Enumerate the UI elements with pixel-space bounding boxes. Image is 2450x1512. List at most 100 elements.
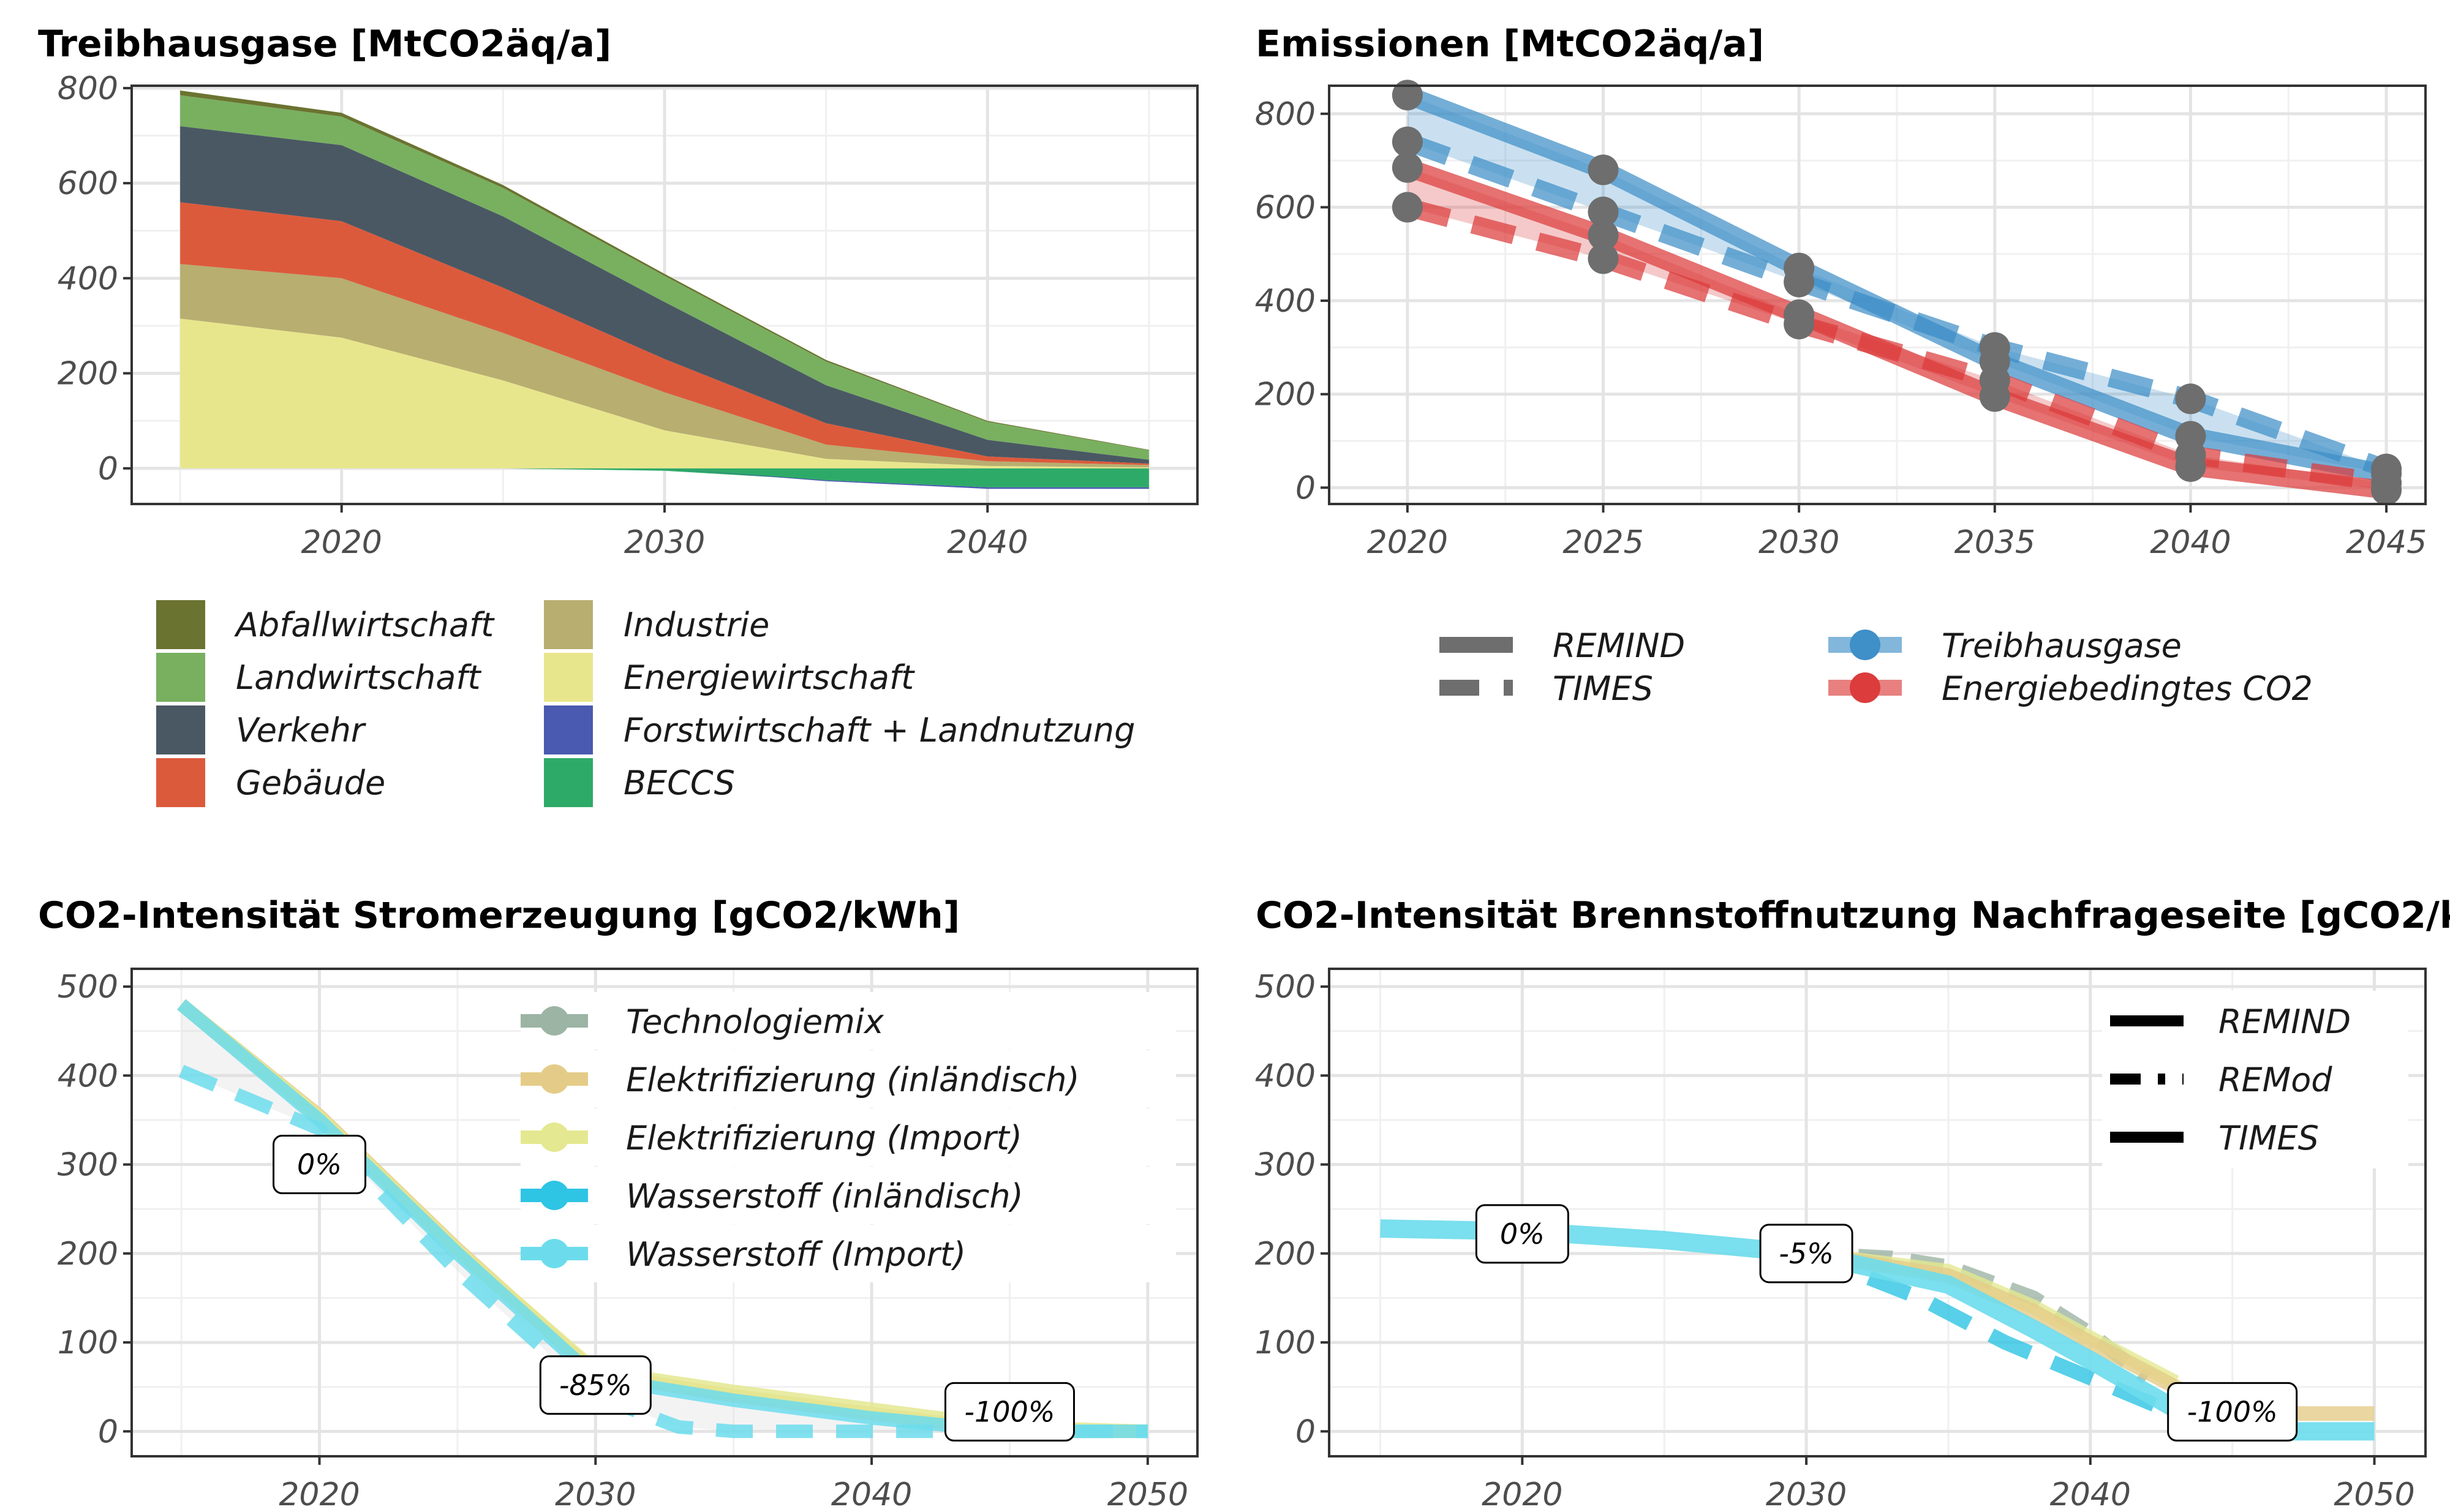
legend-label-treibhausgase: Treibhausgase bbox=[1942, 626, 2182, 665]
area-industrie bbox=[180, 264, 1149, 468]
p1-ytick-label: 0 bbox=[98, 451, 118, 487]
legend-label-landwirtschaft: Landwirtschaft bbox=[236, 658, 481, 697]
p2-xtick-label: 2025 bbox=[1562, 524, 1643, 561]
legend-label-wasserstoff-inl-ndisch-: Wasserstoff (inländisch) bbox=[626, 1177, 1023, 1216]
legend-key-industrie bbox=[544, 600, 593, 649]
p2-xtick-label: 2045 bbox=[2346, 524, 2427, 561]
p2-ytick-label: 200 bbox=[1255, 377, 1316, 413]
p4-annotation-box bbox=[1475, 1204, 1569, 1264]
p2-xtick-label: 2035 bbox=[1954, 524, 2035, 561]
p4-ytick-label: 400 bbox=[1255, 1058, 1316, 1094]
area-verkehr bbox=[180, 126, 1149, 464]
legend-background-elektrifizierung-import- bbox=[521, 1108, 1176, 1166]
legend-label-verkehr: Verkehr bbox=[236, 711, 366, 750]
p1-ytick-label: 600 bbox=[58, 165, 118, 202]
p4-xtick-label: 2050 bbox=[2334, 1476, 2414, 1512]
legend-label-forstwirtschaft-landnutzung: Forstwirtschaft + Landnutzung bbox=[624, 711, 1135, 750]
p3-xtick-label: 2030 bbox=[555, 1476, 636, 1512]
legend-label-wasserstoff-import-: Wasserstoff (Import) bbox=[626, 1235, 966, 1274]
legend-key-point-elektrifizierung-inl-ndisch- bbox=[540, 1064, 569, 1094]
data-point bbox=[1392, 192, 1423, 223]
legend-key-point-wasserstoff-import- bbox=[540, 1239, 569, 1268]
p4-annotation-label: -100% bbox=[2187, 1395, 2278, 1428]
legend-background-wasserstoff-inl-ndisch- bbox=[521, 1167, 1176, 1224]
p2-ytick-label: 600 bbox=[1255, 189, 1316, 226]
p3-annotation-label: -85% bbox=[559, 1369, 632, 1402]
p2-ytick-label: 800 bbox=[1255, 96, 1316, 133]
legend-label-times: TIMES bbox=[1553, 669, 1653, 708]
area-geb-ude bbox=[180, 202, 1149, 465]
legend-key-forstwirtschaft-landnutzung bbox=[544, 705, 593, 754]
legend-label-abfallwirtschaft: Abfallwirtschaft bbox=[234, 606, 495, 644]
data-point bbox=[1979, 332, 2010, 363]
data-point bbox=[1588, 197, 1619, 228]
legend-key-energiewirtschaft bbox=[544, 653, 593, 702]
line-wasserstoff-inl-ndisch--times bbox=[1803, 1246, 2179, 1421]
data-point bbox=[2175, 439, 2206, 470]
panel4-legend: REMIND REMod TIMES bbox=[2102, 991, 2408, 1168]
p1-xtick-label: 2040 bbox=[947, 524, 1028, 561]
p4-xtick-label: 2030 bbox=[1766, 1476, 1847, 1512]
line-energiebedingtes-co2-times bbox=[1405, 198, 2388, 492]
p4-annotation-label: -5% bbox=[1779, 1237, 1834, 1270]
p2-ytick-label: 0 bbox=[1295, 470, 1316, 506]
p2-background bbox=[1329, 86, 2426, 504]
p4-border bbox=[1328, 968, 2427, 1457]
panel3-legend: Technologiemix Elektrifizierung (inländis… bbox=[521, 992, 1176, 1282]
legend-key-point-energiebedingtes-co2 bbox=[1850, 672, 1880, 703]
p3-ytick-label: 400 bbox=[58, 1058, 118, 1094]
p3-annotation-box bbox=[539, 1355, 652, 1415]
data-point bbox=[1588, 154, 1619, 186]
legend-key-geb-ude bbox=[156, 758, 205, 807]
data-point bbox=[1588, 220, 1619, 251]
legend-key-beccs bbox=[544, 758, 593, 807]
legend-background-wasserstoff-import- bbox=[521, 1225, 1176, 1282]
p1-xtick-label: 2030 bbox=[624, 524, 705, 561]
p3-border bbox=[130, 968, 1199, 1457]
panel2-legend: REMIND TIMES Treibhausgase Energiebedingtes… bbox=[1439, 626, 2313, 708]
area-energiewirtschaft bbox=[180, 318, 1149, 468]
panel4-title: CO2-Intensität Brennstoffnutzung Nachfra… bbox=[1256, 894, 2450, 937]
data-point bbox=[1392, 126, 1423, 157]
legend-key-point-elektrifizierung-import- bbox=[540, 1123, 569, 1152]
legend-label-remod: REMod bbox=[2218, 1061, 2332, 1099]
p2-xtick-label: 2020 bbox=[1367, 524, 1448, 561]
p3-xtick-label: 2050 bbox=[1107, 1476, 1188, 1512]
p3-annotation-label: -100% bbox=[964, 1395, 1055, 1428]
legend-label-elektrifizierung-inl-ndisch-: Elektrifizierung (inländisch) bbox=[626, 1061, 1080, 1099]
legend-label-times: TIMES bbox=[2218, 1119, 2319, 1157]
p4-ytick-label: 300 bbox=[1255, 1147, 1316, 1184]
panel1-title: Treibhausgase [MtCO2äq/a] bbox=[38, 23, 611, 66]
legend-label-geb-ude: Gebäude bbox=[236, 764, 385, 802]
p1-ytick-label: 400 bbox=[58, 260, 118, 297]
legend-label-remind: REMIND bbox=[1553, 626, 1685, 665]
panel3-title: CO2-Intensität Stromerzeugung [gCO2/kWh] bbox=[38, 894, 960, 937]
p3-ytick-label: 200 bbox=[58, 1236, 118, 1273]
p1-ytick-label: 800 bbox=[58, 70, 118, 107]
p1-border bbox=[130, 85, 1199, 505]
legend-label-energiewirtschaft: Energiewirtschaft bbox=[624, 658, 915, 697]
p4-xtick-label: 2020 bbox=[1482, 1476, 1562, 1512]
p3-annotation-label: 0% bbox=[297, 1148, 342, 1181]
legend-key-point-technologiemix bbox=[540, 1006, 569, 1036]
p3-ytick-label: 100 bbox=[58, 1325, 118, 1361]
data-point bbox=[1979, 364, 2010, 396]
legend-background-technologiemix bbox=[521, 992, 1176, 1050]
p2-border bbox=[1328, 85, 2427, 505]
p1-ytick-label: 200 bbox=[58, 356, 118, 393]
p3-ytick-label: 500 bbox=[58, 969, 118, 1006]
p4-ytick-label: 500 bbox=[1255, 969, 1316, 1006]
line-treibhausgase-times bbox=[1404, 133, 2390, 478]
panel2-plot: 0 200 400 600 800 2020 2025 2030 2035 2040 2045 bbox=[1255, 80, 2427, 561]
data-point bbox=[1784, 266, 1815, 298]
p3-xtick-label: 2040 bbox=[831, 1476, 912, 1512]
legend-label-beccs: BECCS bbox=[624, 764, 735, 802]
legend-label-technologiemix: Technologiemix bbox=[626, 1002, 884, 1041]
p4-ytick-label: 0 bbox=[1295, 1413, 1316, 1450]
p2-ytick-label: 400 bbox=[1255, 283, 1316, 320]
legend-label-energiebedingtes-co2: Energiebedingtes CO2 bbox=[1942, 669, 2313, 708]
data-point bbox=[2175, 383, 2206, 415]
line-treibhausgase-remind bbox=[1404, 86, 2388, 483]
data-point bbox=[1392, 152, 1423, 183]
